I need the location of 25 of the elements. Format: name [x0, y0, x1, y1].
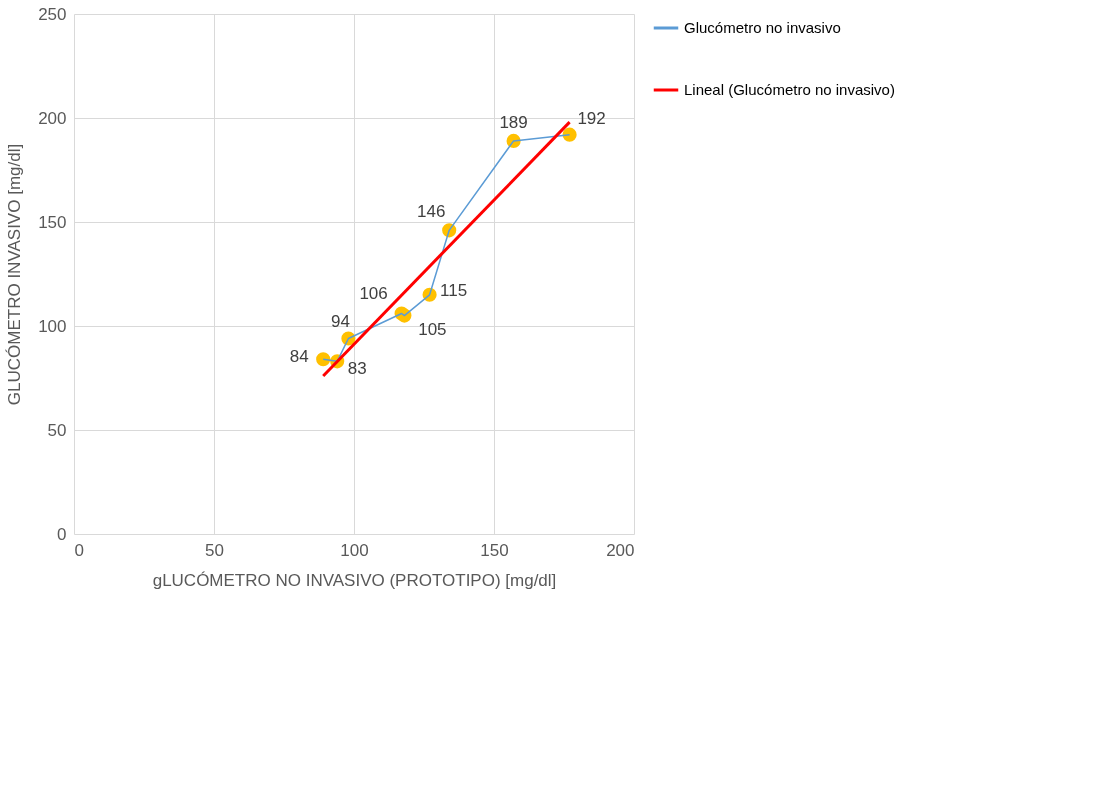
y-tick-label: 50 [47, 420, 67, 440]
x-tick-label: 100 [340, 540, 369, 560]
data-label: 146 [417, 202, 446, 222]
y-axis-title: GLUCÓMETRO INVASIVO [mg/dl] [5, 143, 25, 406]
data-label: 94 [330, 312, 350, 332]
legend-label: Glucómetro no invasivo [684, 19, 841, 36]
data-label: 84 [289, 347, 309, 367]
data-label: 83 [347, 359, 367, 379]
data-label: 105 [418, 319, 447, 339]
x-axis-title: gLUCÓMETRO NO INVASIVO (PROTOTIPO) [mg/dl] [152, 570, 557, 590]
y-tick-label: 100 [38, 316, 67, 336]
x-tick-label: 200 [606, 540, 635, 560]
y-tick-label: 150 [38, 212, 67, 232]
y-tick-label: 0 [57, 524, 67, 544]
y-tick-label: 250 [38, 4, 67, 24]
data-label: 192 [577, 108, 606, 128]
x-tick-label: 50 [205, 540, 224, 560]
point [316, 352, 331, 367]
data-label: 115 [440, 280, 468, 300]
legend-label: Lineal (Glucómetro no invasivo) [684, 81, 895, 98]
y-tick-label: 200 [38, 108, 67, 128]
data-label: 189 [499, 112, 528, 132]
x-tick-label: 0 [74, 540, 84, 560]
data-label: 106 [359, 283, 388, 303]
x-tick-label: 150 [480, 540, 509, 560]
